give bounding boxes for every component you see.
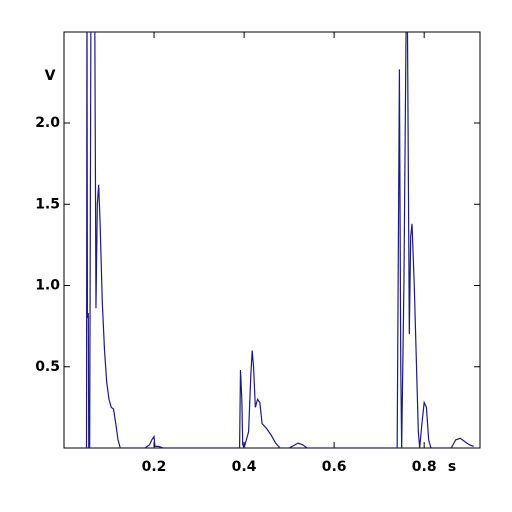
y-tick-label: 1.5 xyxy=(35,196,60,212)
x-tick-label: 0.2 xyxy=(142,459,167,475)
x-axis-label: s xyxy=(448,459,456,475)
plot-frame xyxy=(63,31,481,449)
y-axis-label: V xyxy=(45,68,56,84)
y-tick-label: 0.5 xyxy=(35,359,60,375)
y-tick-label: 2.0 xyxy=(35,115,60,131)
line-series xyxy=(85,32,474,448)
x-tick-label: 0.8 xyxy=(412,459,437,475)
x-tick-label: 0.4 xyxy=(232,459,257,475)
y-tick-label: 1.0 xyxy=(35,278,60,294)
x-tick-label: 0.6 xyxy=(322,459,347,475)
